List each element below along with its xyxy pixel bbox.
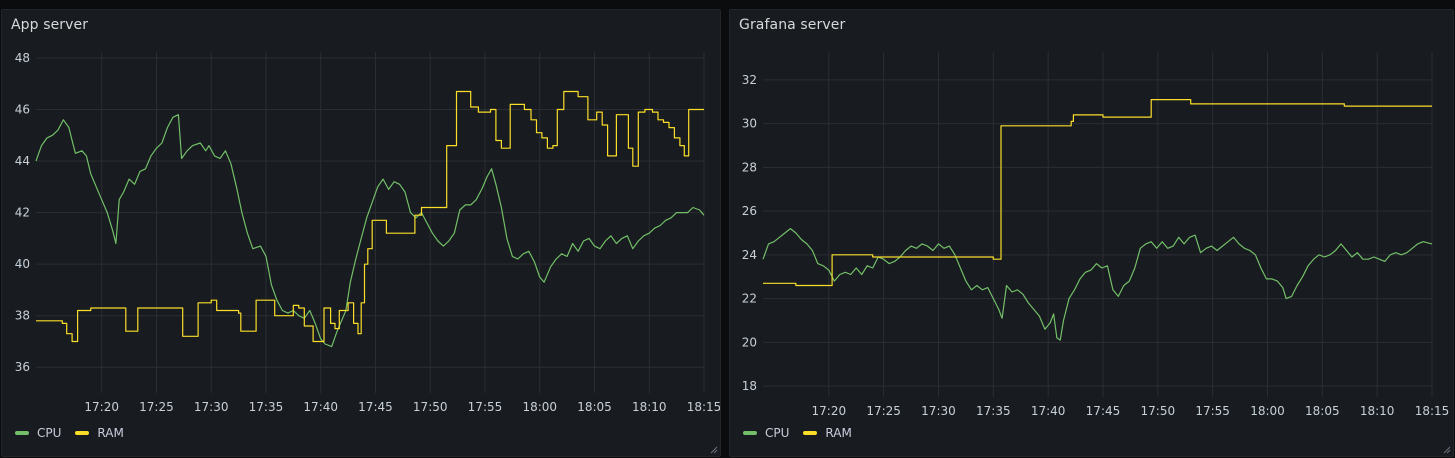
x-tick-label: 17:20	[812, 404, 847, 418]
x-tick-label: 18:00	[522, 400, 557, 414]
legend: CPU RAM	[743, 426, 866, 440]
x-tick-label: 17:30	[194, 400, 229, 414]
x-tick-label: 17:40	[303, 400, 338, 414]
y-tick-label: 22	[742, 292, 757, 306]
legend-label-ram: RAM	[825, 426, 852, 440]
panel-app-server: App server 36 38 40 42 44 46 48 17:20 17:25 17:30…	[1, 9, 721, 457]
x-tick-label: 17:55	[468, 400, 503, 414]
x-tick-label: 17:30	[921, 404, 956, 418]
legend-label-ram: RAM	[97, 426, 124, 440]
y-tick-label: 38	[15, 309, 30, 323]
y-tick-label: 18	[742, 379, 757, 393]
y-tick-label: 44	[15, 154, 30, 168]
app-server-chart[interactable]: 36 38 40 42 44 46 48 17:20 17:25 17:30 17:35 17:40 1…	[2, 10, 721, 457]
x-tick-label: 17:25	[139, 400, 174, 414]
series-line-ram[interactable]	[36, 90, 704, 343]
x-tick-label: 17:25	[866, 404, 901, 418]
x-tick-label: 17:20	[84, 400, 119, 414]
legend-label-cpu: CPU	[765, 426, 790, 440]
legend-item-ram[interactable]: RAM	[803, 426, 852, 440]
x-tick-label: 18:10	[1360, 404, 1395, 418]
x-tick-label: 17:45	[358, 400, 393, 414]
x-tick-label: 17:45	[1086, 404, 1121, 418]
legend-swatch-cpu	[15, 431, 29, 435]
legend-item-ram[interactable]: RAM	[75, 426, 124, 440]
series-line-cpu[interactable]	[35, 114, 705, 348]
x-tick-label: 18:15	[1415, 404, 1450, 418]
panel-title[interactable]: Grafana server	[739, 17, 846, 33]
series-line-cpu[interactable]	[762, 228, 1433, 341]
series-line-ram[interactable]	[763, 99, 1432, 287]
legend-swatch-ram	[803, 431, 818, 435]
resize-handle-icon[interactable]	[1441, 444, 1451, 454]
panel-title[interactable]: App server	[11, 17, 89, 33]
resize-handle-icon[interactable]	[708, 444, 718, 454]
legend-label-cpu: CPU	[37, 426, 62, 440]
legend-swatch-ram	[75, 431, 90, 435]
legend-item-cpu[interactable]: CPU	[743, 426, 789, 440]
x-tick-label: 17:50	[1141, 404, 1176, 418]
x-tick-label: 17:35	[249, 400, 284, 414]
panel-grafana-server: Grafana server 18 20 22 24 26 28 30 32 17:20 17:2…	[729, 9, 1454, 457]
y-tick-label: 46	[15, 103, 30, 117]
y-tick-label: 20	[742, 335, 757, 349]
y-tick-label: 24	[742, 248, 757, 262]
x-tick-label: 17:50	[413, 400, 448, 414]
x-tick-label: 18:10	[632, 400, 667, 414]
y-tick-label: 48	[15, 51, 30, 65]
x-tick-label: 17:55	[1195, 404, 1230, 418]
y-tick-label: 32	[742, 73, 757, 87]
legend-item-cpu[interactable]: CPU	[15, 426, 61, 440]
y-tick-label: 28	[742, 160, 757, 174]
x-tick-label: 18:05	[577, 400, 612, 414]
grafana-server-chart[interactable]: 18 20 22 24 26 28 30 32 17:20 17:25 17:30 17:35 17:4…	[730, 10, 1454, 457]
x-tick-label: 18:15	[687, 400, 721, 414]
y-tick-label: 40	[15, 257, 30, 271]
y-tick-label: 36	[15, 360, 30, 374]
x-tick-label: 18:05	[1305, 404, 1340, 418]
legend-swatch-cpu	[743, 431, 757, 435]
y-tick-label: 26	[742, 204, 757, 218]
x-tick-label: 17:40	[1031, 404, 1066, 418]
legend: CPU RAM	[15, 426, 138, 440]
y-tick-label: 42	[15, 206, 30, 220]
y-tick-label: 30	[742, 117, 757, 131]
x-tick-label: 17:35	[976, 404, 1011, 418]
x-tick-label: 18:00	[1250, 404, 1285, 418]
